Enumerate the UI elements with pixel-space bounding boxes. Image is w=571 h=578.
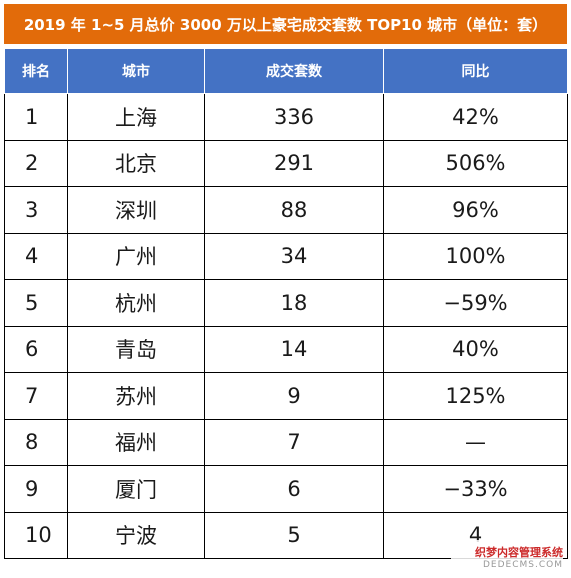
yoy-cell: 4 <box>383 511 568 559</box>
header-city: 城市 <box>67 48 205 94</box>
header-yoy: 同比 <box>383 48 568 94</box>
count-cell: 291 <box>204 139 384 187</box>
header-rank: 排名 <box>4 48 68 94</box>
yoy-cell: 42% <box>383 93 568 141</box>
city-cell: 深圳 <box>67 186 205 234</box>
table-row: 2 北京 291 506% <box>4 139 568 187</box>
table-row: 8 福州 7 — <box>4 418 568 466</box>
table-title: 2019 年 1~5 月总价 3000 万以上豪宅成交套数 TOP10 城市（单… <box>4 4 567 44</box>
rank-cell: 10 <box>4 511 68 559</box>
table-row: 7 苏州 9 125% <box>4 372 568 420</box>
table-row: 5 杭州 18 −59% <box>4 279 568 327</box>
watermark-url: DEDECMS.COM <box>483 560 563 570</box>
table-row: 3 深圳 88 96% <box>4 186 568 234</box>
city-cell: 上海 <box>67 93 205 141</box>
table-row: 4 广州 34 100% <box>4 232 568 280</box>
count-cell: 336 <box>204 93 384 141</box>
table-row: 10 宁波 5 4 <box>4 511 568 559</box>
yoy-cell: 40% <box>383 325 568 373</box>
count-cell: 7 <box>204 418 384 466</box>
yoy-cell: −59% <box>383 279 568 327</box>
rank-cell: 5 <box>4 279 68 327</box>
yoy-cell: 125% <box>383 372 568 420</box>
yoy-cell: 96% <box>383 186 568 234</box>
rank-cell: 3 <box>4 186 68 234</box>
count-cell: 5 <box>204 511 384 559</box>
count-cell: 34 <box>204 232 384 280</box>
city-cell: 青岛 <box>67 325 205 373</box>
table-row: 6 青岛 14 40% <box>4 325 568 373</box>
city-cell: 厦门 <box>67 465 205 513</box>
yoy-cell: — <box>383 418 568 466</box>
rank-cell: 9 <box>4 465 68 513</box>
yoy-cell: 506% <box>383 139 568 187</box>
city-cell: 福州 <box>67 418 205 466</box>
city-cell: 杭州 <box>67 279 205 327</box>
count-cell: 6 <box>204 465 384 513</box>
city-cell: 广州 <box>67 232 205 280</box>
yoy-cell: 100% <box>383 232 568 280</box>
table-row: 9 厦门 6 −33% <box>4 465 568 513</box>
count-cell: 14 <box>204 325 384 373</box>
rank-cell: 1 <box>4 93 68 141</box>
count-cell: 18 <box>204 279 384 327</box>
ranking-table: 排名 城市 成交套数 同比 1 上海 336 42% 2 北京 291 506%… <box>4 48 568 559</box>
rank-cell: 8 <box>4 418 68 466</box>
header-count: 成交套数 <box>204 48 384 94</box>
table-row: 1 上海 336 42% <box>4 93 568 141</box>
count-cell: 9 <box>204 372 384 420</box>
count-cell: 88 <box>204 186 384 234</box>
city-cell: 宁波 <box>67 511 205 559</box>
city-cell: 北京 <box>67 139 205 187</box>
rank-cell: 2 <box>4 139 68 187</box>
rank-cell: 4 <box>4 232 68 280</box>
yoy-cell: −33% <box>383 465 568 513</box>
rank-cell: 6 <box>4 325 68 373</box>
header-row: 排名 城市 成交套数 同比 <box>4 48 568 94</box>
rank-cell: 7 <box>4 372 68 420</box>
city-cell: 苏州 <box>67 372 205 420</box>
